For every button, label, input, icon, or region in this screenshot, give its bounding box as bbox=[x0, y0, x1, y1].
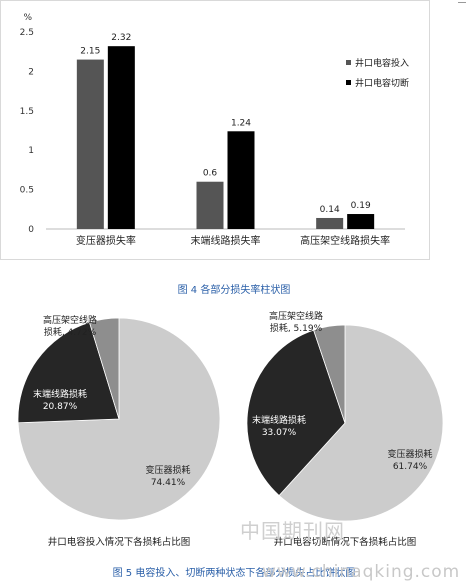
bar-value-label: 2.32 bbox=[111, 33, 131, 43]
pie-slice-label: 变压器损耗 bbox=[387, 448, 432, 460]
pie-slice-label: 末端线路损耗 bbox=[33, 388, 87, 400]
x-tick-label: 变压器损失率 bbox=[76, 234, 136, 247]
pie-slice-label: 高压架空线路 bbox=[43, 314, 97, 326]
figure-5-caption: 图 5 电容投入、切断两种状态下各部分损失占比饼状图 bbox=[112, 568, 356, 579]
pie-slice-label: 33.07% bbox=[262, 428, 297, 438]
pie-slice-label: 损耗, 4.72% bbox=[44, 326, 97, 338]
y-tick-label: 0.5 bbox=[20, 186, 34, 196]
pie-slice bbox=[313, 324, 346, 424]
bar-value-label: 1.24 bbox=[231, 118, 251, 128]
pie-slice-label: 高压架空线路 bbox=[269, 310, 323, 322]
legend-swatch bbox=[346, 60, 351, 65]
legend-label: 井口电容切断 bbox=[355, 77, 409, 89]
pie-slice-label: 末端线路损耗 bbox=[252, 414, 306, 426]
bar-series: 2.15 2.32 0.6 1.24 0.14 0.19 bbox=[76, 33, 375, 230]
x-tick-label: 高压架空线路损失率 bbox=[300, 234, 390, 247]
pie-title: 井口电容切断情况下各损耗占比图 bbox=[274, 536, 417, 548]
bar-value-label: 2.15 bbox=[80, 47, 100, 57]
bar bbox=[76, 59, 104, 229]
corner-mark bbox=[458, 2, 466, 3]
y-tick-label: 1 bbox=[28, 146, 34, 156]
y-tick-label: 1.5 bbox=[20, 107, 34, 117]
pie-chart-capacitor-off: 井口电容切断情况下各损耗占比图 变压器损耗 61.74% 末端线路损耗 33.07% 高压… bbox=[246, 310, 444, 548]
bar-value-label: 0.6 bbox=[203, 169, 218, 179]
pie-chart-capacitor-on: 井口电容投入情况下各损耗占比图 变压器损耗 74.41% 末端线路损耗 20.87% 高压… bbox=[17, 314, 221, 548]
pie-charts: 井口电容投入情况下各损耗占比图 变压器损耗 74.41% 末端线路损耗 20.87% 高压… bbox=[17, 310, 444, 548]
bar bbox=[227, 131, 255, 229]
y-tick-label: 0 bbox=[28, 225, 34, 235]
pie-slice bbox=[278, 324, 444, 522]
watermark-url: www.chinaqking.com bbox=[262, 562, 461, 582]
pie-slice bbox=[246, 329, 346, 497]
bar bbox=[316, 217, 344, 229]
x-tick-label: 末端线路损失率 bbox=[191, 234, 261, 247]
bar bbox=[347, 214, 375, 229]
legend-swatch bbox=[346, 80, 351, 85]
pie-slice-label: 74.41% bbox=[151, 478, 186, 488]
y-axis-unit: % bbox=[23, 13, 32, 23]
pie-slice-label: 变压器损耗 bbox=[145, 464, 190, 476]
legend-label: 井口电容投入 bbox=[355, 57, 409, 69]
bar-chart: % 0 0.5 1 1.5 2 2.5 变压器损失率 末端线路损失率 高压架空线路损失率 2.15… bbox=[0, 0, 430, 260]
bar bbox=[196, 181, 224, 229]
bar-value-label: 0.19 bbox=[351, 201, 371, 211]
figure-4-caption: 图 4 各部分损失率柱状图 bbox=[177, 285, 291, 296]
pie-slice-label: 20.87% bbox=[43, 402, 78, 412]
bar-value-label: 0.14 bbox=[320, 205, 340, 215]
bar bbox=[107, 46, 135, 230]
pie-slice bbox=[17, 321, 120, 424]
pie-slice bbox=[88, 317, 120, 420]
y-tick-label: 2 bbox=[28, 67, 34, 77]
watermark-text: 中国期刊网 bbox=[240, 519, 345, 543]
pie-slice-label: 损耗, 5.19% bbox=[270, 322, 323, 334]
bar-axes: % 0 0.5 1 1.5 2 2.5 变压器损失率 末端线路损失率 高压架空线路损失率 bbox=[20, 13, 405, 247]
pie-title: 井口电容投入情况下各损耗占比图 bbox=[48, 536, 191, 548]
pie-slice-label: 61.74% bbox=[393, 462, 428, 472]
y-tick-label: 2.5 bbox=[20, 28, 34, 38]
